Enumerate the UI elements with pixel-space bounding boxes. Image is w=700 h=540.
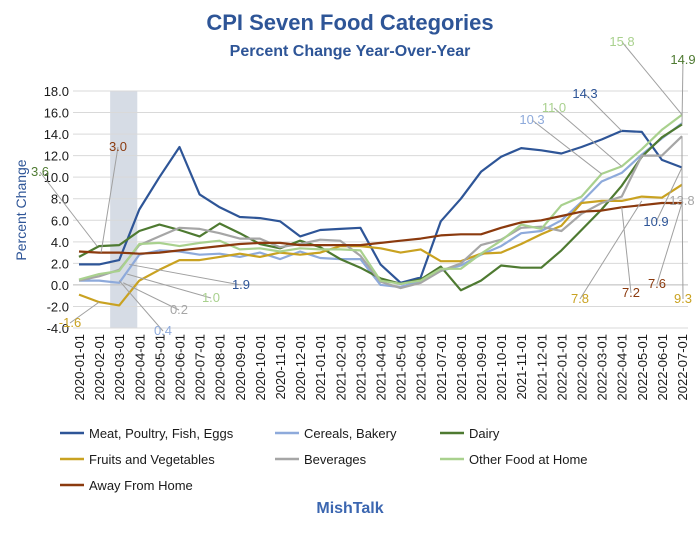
annotation-label: 3.0 bbox=[109, 139, 127, 154]
annotation-label: 1.9 bbox=[232, 277, 250, 292]
y-tick-label: 6.0 bbox=[51, 213, 69, 228]
series-line bbox=[78, 183, 683, 307]
x-tick-label: 2020-10-01 bbox=[253, 334, 268, 401]
chart-title: CPI Seven Food Categories bbox=[206, 10, 493, 35]
x-tick-label: 2022-01-01 bbox=[554, 334, 569, 401]
x-tick-label: 2021-08-01 bbox=[454, 334, 469, 401]
x-tick-label: 2022-06-01 bbox=[655, 334, 670, 401]
annotation-label: 14.9 bbox=[670, 52, 695, 67]
annotation-leader bbox=[100, 146, 119, 253]
y-tick-label: 16.0 bbox=[44, 106, 69, 121]
x-tick-label: 2020-06-01 bbox=[173, 334, 188, 401]
y-axis-label: Percent Change bbox=[13, 159, 29, 260]
y-tick-label: 12.0 bbox=[44, 149, 69, 164]
y-tick-label: 10.0 bbox=[44, 170, 69, 185]
x-tick-label: 2021-03-01 bbox=[353, 334, 368, 401]
annotation-leader bbox=[655, 167, 683, 223]
x-tick-label: 2021-05-01 bbox=[394, 334, 409, 401]
annotation-label: 0.2 bbox=[170, 302, 188, 317]
y-tick-label: 8.0 bbox=[51, 192, 69, 207]
annotation-label: 3.6 bbox=[31, 164, 49, 179]
y-tick-label: 14.0 bbox=[44, 127, 69, 142]
annotation-leader bbox=[681, 184, 684, 300]
annotation-label: 10.3 bbox=[519, 112, 544, 127]
annotation-leader bbox=[69, 301, 100, 324]
legend-label: Fruits and Vegetables bbox=[89, 452, 215, 467]
series-line bbox=[78, 123, 683, 292]
x-tick-label: 2020-07-01 bbox=[193, 334, 208, 401]
legend-label: Beverages bbox=[304, 452, 367, 467]
x-tick-label: 2020-09-01 bbox=[233, 334, 248, 401]
y-tick-label: 2.0 bbox=[51, 256, 69, 271]
y-tick-label: 4.0 bbox=[51, 235, 69, 250]
annotation-label: 1.0 bbox=[202, 290, 220, 305]
y-tick-label: -2.0 bbox=[47, 299, 69, 314]
y-tick-label: 0.0 bbox=[51, 278, 69, 293]
legend-label: Away From Home bbox=[89, 478, 193, 493]
y-tick-label: -4.0 bbox=[47, 321, 69, 336]
annotation-label: 7.8 bbox=[571, 291, 589, 306]
x-tick-label: 2021-04-01 bbox=[374, 334, 389, 401]
annotation-leader bbox=[129, 263, 242, 286]
x-tick-label: 2021-02-01 bbox=[333, 334, 348, 401]
annotation-label: 15.8 bbox=[609, 34, 634, 49]
watermark-label: MishTalk bbox=[316, 500, 383, 517]
x-tick-label: 2021-12-01 bbox=[534, 334, 549, 401]
chart-subtitle: Percent Change Year-Over-Year bbox=[230, 43, 471, 60]
annotation-leader bbox=[621, 41, 683, 116]
annotation-leader bbox=[122, 282, 180, 311]
x-tick-label: 2020-04-01 bbox=[132, 334, 147, 401]
annotation-label: 0.4 bbox=[154, 323, 172, 338]
legend: Meat, Poultry, Fish, Eggs Cereals, Bakery… bbox=[60, 426, 588, 493]
annotation-label: 11.0 bbox=[542, 100, 566, 115]
annotation-label: 10.9 bbox=[643, 214, 668, 229]
x-tick-label: 2020-01-01 bbox=[72, 334, 87, 401]
x-tick-label: 2020-05-01 bbox=[152, 334, 167, 401]
annotation-label: 7.6 bbox=[648, 276, 666, 291]
annotation-leader bbox=[584, 93, 623, 132]
x-tick-label: 2022-04-01 bbox=[615, 334, 630, 401]
x-tick-label: 2020-03-01 bbox=[112, 334, 127, 401]
legend-label: Dairy bbox=[469, 426, 500, 441]
x-tick-label: 2022-02-01 bbox=[575, 334, 590, 401]
series-line bbox=[78, 113, 683, 285]
annotation-leader bbox=[127, 273, 212, 299]
annotation-leader bbox=[39, 171, 98, 247]
annotation-leader bbox=[579, 200, 643, 300]
legend-label: Cereals, Bakery bbox=[304, 426, 397, 441]
annotation-label: -1.6 bbox=[59, 315, 81, 330]
annotation-leader bbox=[531, 119, 602, 175]
legend-label: Other Food at Home bbox=[469, 452, 588, 467]
legend-label: Meat, Poultry, Fish, Eggs bbox=[89, 426, 234, 441]
annotation-label: 7.2 bbox=[622, 285, 640, 300]
annotation-label: 9.3 bbox=[674, 291, 692, 306]
x-tick-label: 2020-08-01 bbox=[213, 334, 228, 401]
x-tick-label: 2020-02-01 bbox=[92, 334, 107, 401]
y-tick-label: 18.0 bbox=[44, 84, 69, 99]
x-tick-label: 2022-05-01 bbox=[635, 334, 650, 401]
annotation-leader bbox=[681, 59, 684, 125]
series-line bbox=[78, 201, 682, 255]
x-tick-label: 2021-11-01 bbox=[514, 334, 529, 400]
x-tick-label: 2020-12-01 bbox=[293, 334, 308, 401]
annotation-leader bbox=[656, 202, 683, 285]
shaded-period bbox=[110, 91, 138, 328]
x-tick-label: 2021-01-01 bbox=[313, 334, 328, 401]
x-tick-label: 2021-06-01 bbox=[414, 334, 429, 401]
x-tick-label: 2022-03-01 bbox=[595, 334, 610, 401]
annotation-label: 14.3 bbox=[572, 86, 597, 101]
series-line bbox=[79, 129, 683, 284]
x-tick-label: 2020-11-01 bbox=[273, 334, 288, 400]
annotation-leader bbox=[553, 107, 623, 167]
x-tick-label: 2021-09-01 bbox=[474, 334, 489, 401]
annotation-leader bbox=[621, 207, 632, 294]
annotation-leader bbox=[118, 280, 164, 332]
x-tick-label: 2021-07-01 bbox=[434, 334, 449, 401]
x-tick-label: 2021-10-01 bbox=[494, 334, 509, 401]
x-tick-label: 2022-07-01 bbox=[675, 334, 690, 401]
